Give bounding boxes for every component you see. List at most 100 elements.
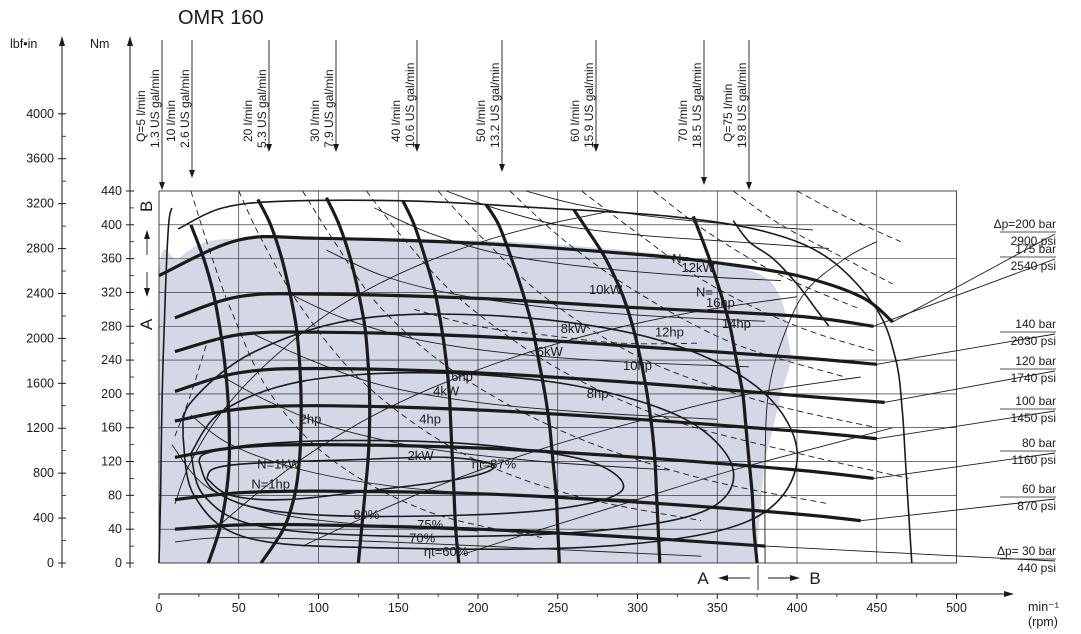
lbf-tick-label: 1600 — [26, 376, 54, 390]
flow-label-us: 15.9 US gal/min — [582, 63, 596, 148]
flow-arrow — [746, 182, 752, 190]
pressure-leader — [873, 452, 1056, 479]
operating-area — [157, 238, 791, 564]
chart-axes: 0400800120016002000240028003200360040000… — [26, 36, 1014, 615]
bottom-arrowhead-right — [790, 575, 800, 581]
lbf-tick-label: 1200 — [26, 421, 54, 435]
direction-label-a: A — [137, 318, 156, 330]
x-tick-label: 250 — [547, 601, 568, 615]
power-label: 12hp — [655, 324, 684, 339]
power-label: N=1hp — [251, 477, 290, 492]
x-tick-label: 150 — [388, 601, 409, 615]
flow-line — [401, 200, 461, 564]
flow-arrow — [414, 144, 420, 152]
flow-arrow — [159, 182, 165, 190]
lbf-tick-label: 800 — [33, 466, 54, 480]
flow-label-us: 10.6 US gal/min — [403, 63, 417, 148]
efficiency-loop — [206, 456, 495, 501]
flow-lines — [158, 197, 830, 564]
flow-line — [691, 215, 759, 564]
direction-arrowhead-down — [144, 288, 150, 297]
power-label: 10kW — [589, 282, 623, 297]
efficiency-label: 80% — [353, 507, 379, 522]
pressure-line — [174, 489, 861, 523]
lbf-tick-label: 2000 — [26, 331, 54, 345]
flow-arrow — [266, 144, 272, 152]
lbf-tick-label: 0 — [47, 556, 54, 570]
lbf-tick-label: 2400 — [26, 286, 54, 300]
pressure-label-bar: 80 bar — [1022, 436, 1056, 450]
lbf-tick-label: 2800 — [26, 242, 54, 256]
efficiency-label: 75% — [417, 517, 443, 532]
dashed-line — [174, 343, 208, 437]
pressure-leader — [876, 410, 1056, 440]
x-tick-label: 300 — [627, 601, 648, 615]
pressure-leader — [884, 370, 1056, 403]
flow-label-metric: 20 l/min — [241, 100, 255, 142]
flow-arrow — [499, 164, 505, 172]
flow-label-metric: 10 l/min — [164, 100, 178, 142]
flow-label-us: 7.9 US gal/min — [322, 69, 336, 148]
power-curve — [374, 207, 782, 282]
x-tick-label: 200 — [468, 601, 489, 615]
power-label: 2hp — [300, 411, 322, 426]
pressure-label-bar: Δp=200 bar — [994, 217, 1056, 231]
nm-tick-label: 120 — [101, 455, 122, 469]
bottom-arrowhead-left — [718, 575, 728, 581]
flow-label-metric: 60 l/min — [568, 100, 582, 142]
nm-tick-label: 360 — [101, 252, 122, 266]
power-label: 6kW — [537, 344, 564, 359]
power-label: 6hp — [451, 369, 473, 384]
pressure-label-bar: 100 bar — [1015, 394, 1056, 408]
lbf-tick-label: 400 — [33, 511, 54, 525]
flow-label-metric: Q=75 l/min — [721, 84, 735, 142]
flow-arrow — [701, 177, 707, 185]
power-label: 8hp — [587, 386, 609, 401]
plot-background — [157, 238, 791, 564]
pressure-lines — [158, 233, 1056, 562]
pressure-label-psi: 440 psi — [1017, 561, 1056, 575]
pressure-line — [174, 442, 874, 480]
power-curve — [214, 296, 798, 530]
efficiency-label: ηt=87% — [472, 456, 517, 471]
nm-tick-label: 160 — [101, 421, 122, 435]
pressure-label-bar: 175 bar — [1015, 242, 1056, 256]
flow-label-group: 50 l/min 13.2 US gal/min — [474, 40, 505, 172]
flow-label-group: 60 l/min 15.9 US gal/min — [568, 40, 599, 152]
dashed-line — [581, 190, 877, 353]
power-label: 4hp — [419, 411, 441, 426]
flow-label-metric: 30 l/min — [308, 100, 322, 142]
flow-label-metric: 70 l/min — [676, 100, 690, 142]
pressure-label-bar: 60 bar — [1022, 482, 1056, 496]
flow-line — [189, 224, 232, 564]
direction-label-a-bottom: A — [697, 569, 709, 588]
power-curve — [254, 334, 718, 420]
flow-label-us: 19.8 US gal/min — [735, 63, 749, 148]
lbf-axis-arrow — [59, 36, 65, 46]
x-tick-label: 0 — [156, 601, 163, 615]
nm-tick-label: 0 — [115, 556, 122, 570]
flow-label-group: Q=75 l/min 19.8 US gal/min — [721, 40, 752, 190]
x-tick-label: 450 — [866, 601, 887, 615]
efficiency-label: ηt=60% — [424, 544, 469, 559]
power-label: N= — [696, 285, 713, 300]
flow-label-us: 13.2 US gal/min — [488, 63, 502, 148]
max-envelope — [177, 199, 913, 564]
x-axis-unit-label: min⁻¹ — [1028, 600, 1059, 614]
pressure-label-psi: 1450 psi — [1011, 411, 1056, 425]
flow-line — [732, 220, 830, 327]
nm-tick-label: 400 — [101, 218, 122, 232]
flow-line — [158, 207, 173, 564]
power-label: 12kW — [681, 260, 715, 275]
flow-arrow — [593, 144, 599, 152]
efficiency-label: 70% — [409, 531, 435, 546]
flow-label-group: 30 l/min 7.9 US gal/min — [308, 40, 339, 152]
chart-labels: Q=5 l/min 1.3 US gal/min 10 l/min 2.6 US ga… — [134, 40, 1056, 590]
pressure-leader — [892, 233, 1056, 323]
power-curve — [525, 190, 814, 231]
pressure-label-psi: 2540 psi — [1011, 259, 1056, 273]
lbf-tick-label: 3600 — [26, 152, 54, 166]
pressure-label-bar: Δp= 30 bar — [997, 544, 1056, 558]
dashed-line — [653, 190, 861, 310]
